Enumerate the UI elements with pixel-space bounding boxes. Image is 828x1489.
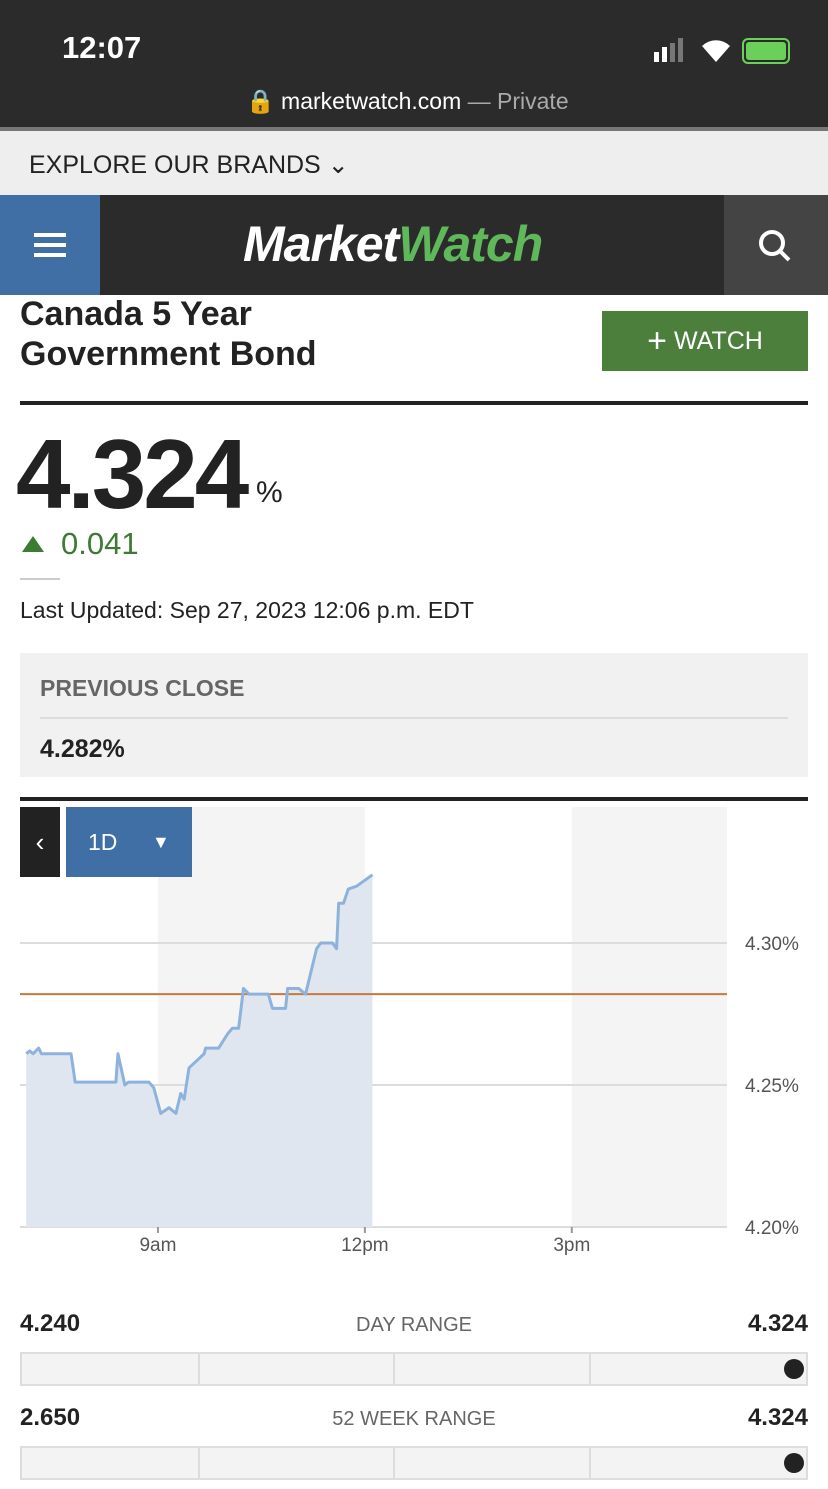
y-tick-label: 4.25% [745, 1076, 799, 1097]
x-tick-label: 12pm [341, 1235, 389, 1256]
private-label: — Private [467, 88, 569, 114]
logo[interactable]: MarketWatch [243, 215, 543, 273]
search-button[interactable] [724, 195, 828, 295]
divider [0, 127, 828, 131]
battery-icon [742, 38, 790, 64]
previous-close-label: PREVIOUS CLOSE [40, 675, 245, 701]
url-bar[interactable]: 🔒 marketwatch.com — Private [246, 88, 569, 114]
status-bar [0, 0, 828, 127]
url: marketwatch.com [281, 88, 462, 114]
y-tick-label: 4.30% [745, 934, 799, 955]
name-line: Canada 5 Year [20, 295, 252, 333]
back-button[interactable]: ‹ [20, 807, 60, 877]
range-bar [20, 1352, 808, 1386]
range-bar [20, 1446, 808, 1480]
divider [20, 578, 60, 580]
range-divider [198, 1354, 200, 1384]
last-updated: Last Updated: Sep 27, 2023 12:06 p.m. ED… [20, 597, 474, 623]
range-divider [393, 1354, 395, 1384]
previous-close-box [20, 653, 808, 777]
divider [20, 797, 808, 801]
range-high: 4.324 [747, 1404, 808, 1431]
time: 12:07 [62, 30, 142, 65]
brands-bar[interactable] [0, 131, 828, 195]
line [25, 873, 374, 1115]
range-low: 4.240 [20, 1310, 81, 1337]
watch-label: WATCH [673, 327, 763, 355]
period-label: 1D [88, 829, 118, 855]
instrument-name: Canada 5 Year Government Bond [20, 294, 317, 374]
price-unit: % [256, 476, 283, 509]
session-band [571, 807, 727, 1227]
range-label: 52 WEEK RANGE [332, 1408, 496, 1430]
range-marker [784, 1453, 804, 1473]
y-tick-label: 4.20% [745, 1218, 799, 1239]
range-divider [393, 1448, 395, 1478]
range-divider [589, 1448, 591, 1478]
logo-market: Market [243, 216, 399, 272]
chart: 4.20% 4.25% 4.30% 9am 12pm 3pm [20, 807, 799, 1256]
signal-icon [654, 38, 690, 62]
period-selector[interactable]: 1D ▼ [66, 807, 192, 877]
brands-text: EXPLORE OUR BRANDS [29, 151, 321, 179]
brands-label[interactable]: EXPLORE OUR BRANDS ⌄ [29, 151, 349, 179]
range-low: 2.650 [20, 1404, 81, 1431]
area [26, 874, 373, 1227]
change: 0.041 [61, 526, 139, 561]
range-marker [784, 1359, 804, 1379]
price: 4.324 [16, 419, 249, 529]
range-divider [589, 1354, 591, 1384]
range-high: 4.324 [747, 1310, 808, 1337]
range-divider [198, 1448, 200, 1478]
up-arrow [22, 536, 44, 552]
x-tick-label: 3pm [553, 1235, 590, 1256]
name-line: Government Bond [20, 335, 317, 373]
divider [40, 717, 788, 719]
divider [20, 401, 808, 405]
range-label: DAY RANGE [356, 1314, 472, 1336]
logo-watch: Watch [398, 216, 543, 272]
x-tick-label: 9am [139, 1235, 176, 1256]
wifi-icon [702, 40, 730, 62]
watch-button[interactable]: + WATCH [602, 311, 808, 371]
site-header [0, 195, 828, 295]
menu-button[interactable] [0, 195, 100, 295]
previous-close-value: 4.282% [40, 735, 125, 763]
